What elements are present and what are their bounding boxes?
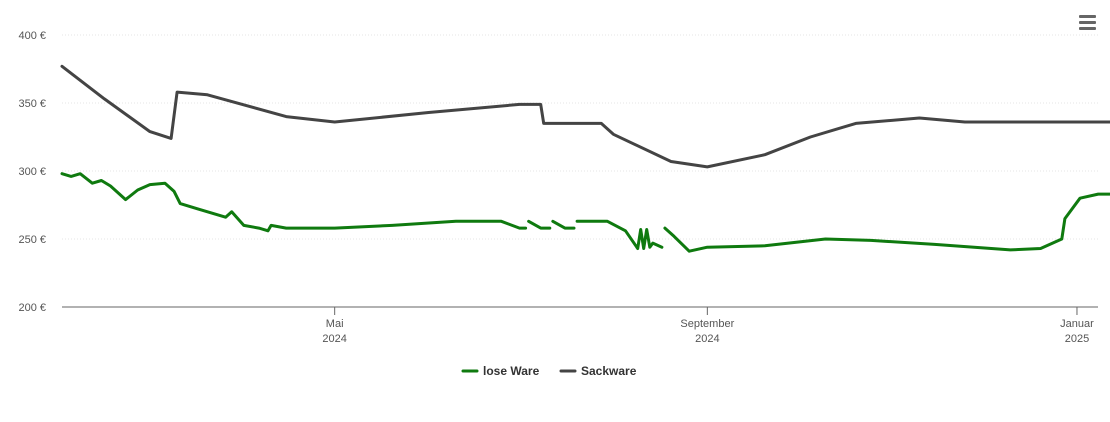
series-line-sackware[interactable] xyxy=(60,64,1110,169)
x-tick-year: 2025 xyxy=(1065,333,1089,345)
legend-label: lose Ware xyxy=(483,364,540,378)
y-tick-label: 400 € xyxy=(18,30,46,42)
legend-label: Sackware xyxy=(581,364,637,378)
x-tick-year: 2024 xyxy=(695,333,719,345)
y-tick-label: 350 € xyxy=(18,98,46,110)
series-line-lose-ware[interactable] xyxy=(60,172,1110,253)
menu-bar xyxy=(1078,21,1096,24)
hamburger-menu-icon[interactable] xyxy=(1076,12,1098,32)
y-tick-label: 250 € xyxy=(18,234,46,246)
series-layer xyxy=(60,64,1110,253)
x-tick-year: 2024 xyxy=(322,333,346,345)
axes: 200 € 250 € 300 € 350 € 400 € Mai 2024 Septembe… xyxy=(18,30,1098,345)
x-tick-month: Mai xyxy=(326,318,344,330)
x-tick-month: Januar xyxy=(1060,318,1094,330)
menu-bar xyxy=(1078,27,1096,30)
legend-item-lose-ware[interactable]: lose Ware xyxy=(461,364,540,378)
x-tick-month: September xyxy=(680,318,734,330)
grid-lines xyxy=(62,34,1098,240)
legend-item-sackware[interactable]: Sackware xyxy=(559,364,637,378)
y-tick-label: 300 € xyxy=(18,166,46,178)
y-tick-label: 200 € xyxy=(18,302,46,314)
menu-bar xyxy=(1078,15,1096,18)
legend[interactable]: lose Ware Sackware xyxy=(461,364,637,378)
